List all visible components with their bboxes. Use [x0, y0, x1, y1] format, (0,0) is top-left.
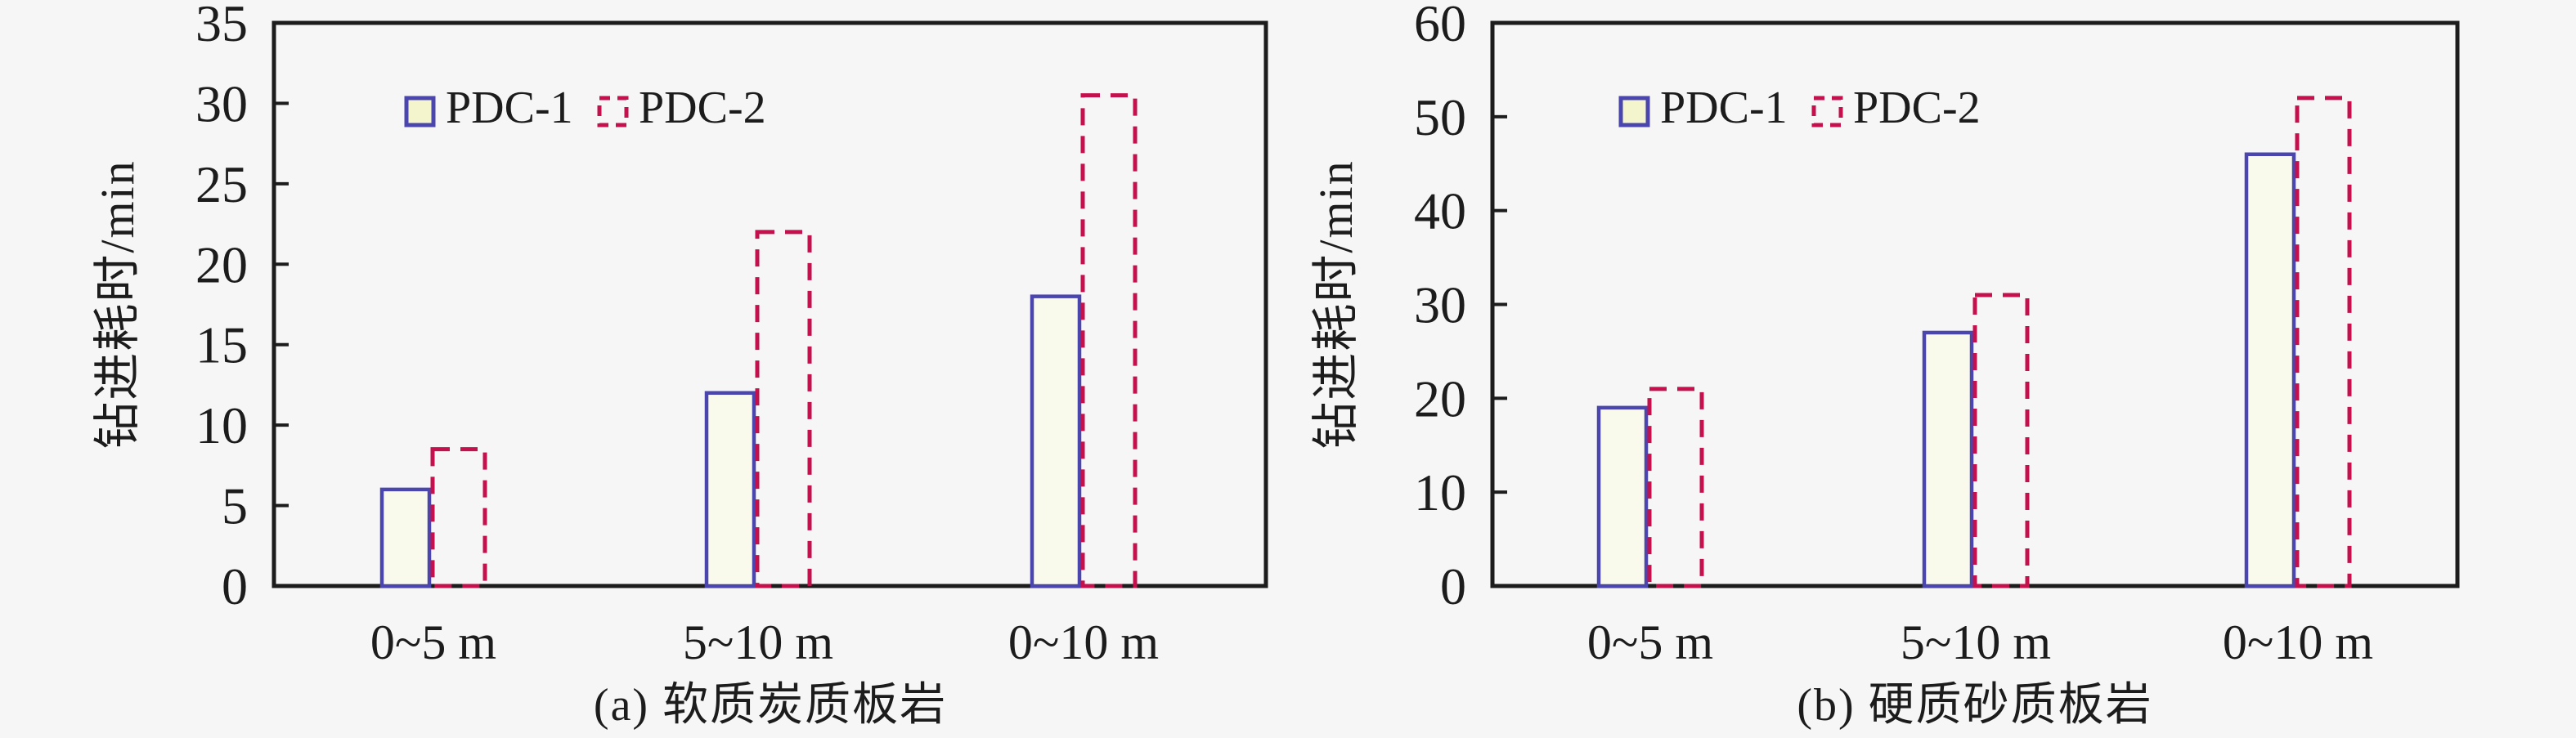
y-tick-label-a-30: 30: [195, 74, 248, 132]
bar-a-pdc2-1: [755, 230, 812, 588]
bar-b-pdc2-2: [2295, 96, 2352, 588]
chart-a: 0 5 10 15 20 25 30 35 钻进耗时/min 0~5 m 5~10 m 0~10 m P…: [91, 0, 1268, 669]
legend-b-label-PDC-2: PDC-2: [1853, 83, 1981, 133]
bar-b-pdc1-1: [1922, 330, 1974, 588]
y-tick-label-b-50: 50: [1414, 88, 1466, 146]
legend-a-marker-dashed-square: [597, 96, 629, 127]
y-tick-label-a-25: 25: [195, 155, 248, 213]
y-tick-label-b-20: 20: [1414, 369, 1466, 427]
y-tick-label-a-0: 0: [222, 557, 248, 615]
x-tick-label-b-0: 0~5 m: [1587, 615, 1713, 669]
legend-b-label-PDC-1: PDC-1: [1660, 83, 1788, 133]
bar-a-pdc2-0: [430, 447, 487, 588]
x-tick-label-a-1: 5~10 m: [683, 615, 833, 669]
legend-b-marker-dashed-square: [1811, 96, 1843, 127]
bar-b-pdc2-0: [1647, 387, 1704, 588]
y-axis-label-a: 钻进耗时/min: [91, 159, 144, 449]
bar-a-pdc1-0: [379, 487, 432, 588]
legend-a-label-PDC-1: PDC-1: [446, 83, 573, 133]
y-tick-label-b-40: 40: [1414, 182, 1466, 240]
y-axis-label-b: 钻进耗时/min: [1309, 159, 1362, 449]
y-tick-label-a-15: 15: [195, 316, 248, 374]
y-tick-label-b-60: 60: [1414, 0, 1466, 52]
y-tick-label-b-30: 30: [1414, 276, 1466, 334]
legend-b-marker-solid-square: [1618, 96, 1650, 127]
bar-a-pdc1-1: [704, 391, 756, 588]
y-tick-label-a-35: 35: [195, 0, 248, 52]
y-tick-label-a-5: 5: [222, 477, 248, 535]
legend-a-label-PDC-2: PDC-2: [639, 83, 766, 133]
bar-a-pdc1-2: [1030, 294, 1082, 588]
y-tick-label-b-10: 10: [1414, 463, 1466, 521]
y-tick-label-b-0: 0: [1440, 557, 1466, 615]
chart-b: 0 10 20 30 40 50 60 钻进耗时/min 0~5 m 5~10 m 0~10 m PD…: [1309, 0, 2460, 669]
legend-a-marker-solid-square: [404, 96, 436, 127]
chart-b-caption: (b) 硬质砂质板岩: [1797, 680, 2153, 731]
bar-b-pdc1-2: [2244, 152, 2296, 588]
bar-b-pdc2-1: [1972, 293, 2030, 588]
x-tick-label-b-1: 5~10 m: [1901, 615, 2051, 669]
y-tick-label-a-20: 20: [195, 235, 248, 293]
bar-b-pdc1-0: [1596, 405, 1649, 588]
x-tick-label-a-2: 0~10 m: [1008, 615, 1159, 669]
chart-a-caption: (a) 软质炭质板岩: [593, 680, 948, 731]
x-tick-label-a-0: 0~5 m: [370, 615, 496, 669]
x-tick-label-b-2: 0~10 m: [2223, 615, 2373, 669]
y-tick-label-a-10: 10: [195, 396, 248, 454]
bar-a-pdc2-2: [1080, 93, 1138, 588]
